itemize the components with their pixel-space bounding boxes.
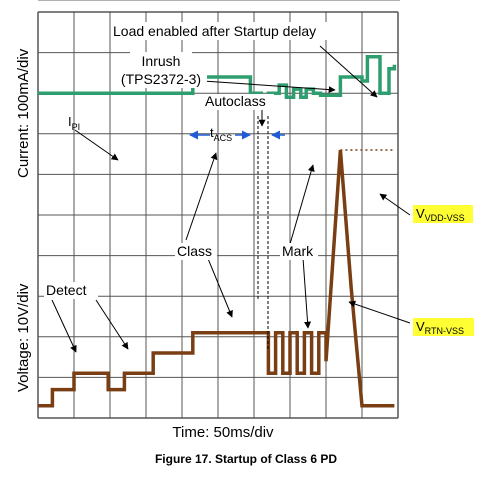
label-vdd-vss-main: V [416, 206, 425, 221]
arrow-load-enabled [319, 45, 378, 98]
label-vdd-vss-sub: VDD-VSS [425, 213, 465, 223]
label-bg-inrush [130, 52, 192, 70]
series-line-v-rtn-vss [38, 149, 395, 408]
label-bg-inrush-part [117, 70, 207, 88]
arrow-mark-current [289, 164, 315, 245]
label-tacs-sub: ACS [214, 133, 233, 143]
highlight-vdd-vss [413, 205, 473, 223]
label-bg-detect [44, 282, 98, 299]
arrow-rtn-vss [348, 300, 411, 324]
label-tacs: tACS [210, 125, 232, 143]
y-axis-label-current: Current: 100mA/div [15, 48, 32, 178]
label-vdd-vss: VVDD-VSS [416, 206, 465, 223]
label-class: Class [177, 243, 212, 259]
label-bg-class [175, 243, 217, 260]
label-tacs-main: t [210, 125, 214, 140]
grid [37, 11, 399, 419]
arrow-vdd-vss [379, 193, 411, 216]
arrow-detect-1 [51, 299, 77, 353]
x-axis-label: Time: 50ms/div [172, 424, 274, 441]
series-line-i-pi [38, 54, 397, 100]
label-mark: Mark [282, 243, 314, 259]
arrow-inrush [187, 79, 336, 94]
label-detect: Detect [46, 282, 87, 298]
label-bg-mark [280, 243, 318, 260]
label-load-enabled: Load enabled after Startup delay [113, 23, 316, 39]
highlight-rtn-vss [413, 318, 474, 336]
figure-caption: Figure 17. Startup of Class 6 PD [155, 452, 337, 466]
arrow-ipi [74, 129, 119, 161]
label-inrush-part: (TPS2372-3) [121, 71, 201, 87]
label-inrush: Inrush [142, 53, 181, 69]
arrow-detect-2 [95, 299, 129, 350]
label-ipi-main: I [68, 114, 72, 129]
y-axis-label-voltage: Voltage: 10V/div [15, 283, 32, 392]
label-ipi-sub: PI [72, 122, 81, 132]
label-ipi: IPI [68, 114, 80, 132]
label-rtn-vss: VRTN-VSS [416, 319, 464, 336]
label-bg-autoclass [202, 94, 274, 110]
label-bg-load-enabled [113, 22, 346, 40]
label-rtn-vss-main: V [416, 319, 425, 334]
label-autoclass: Autoclass [205, 93, 266, 109]
label-rtn-vss-sub: RTN-VSS [425, 326, 464, 336]
arrow-class-current [185, 152, 218, 241]
annotation-arrows [51, 45, 411, 353]
